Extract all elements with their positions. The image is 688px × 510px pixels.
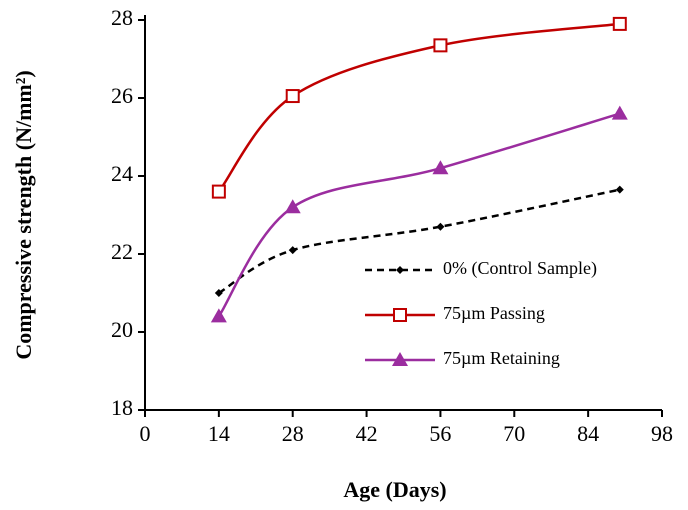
x-tick-label: 84 — [577, 421, 599, 446]
legend-label: 75µm Retaining — [443, 348, 560, 368]
y-tick-label: 24 — [111, 161, 133, 186]
data-point — [288, 246, 297, 255]
data-point — [284, 199, 301, 214]
data-point — [285, 89, 300, 104]
y-tick-label: 18 — [111, 395, 133, 420]
legend-label: 75µm Passing — [443, 303, 545, 323]
data-point — [611, 105, 628, 120]
y-tick-label: 20 — [111, 317, 133, 342]
x-tick-label: 70 — [503, 421, 525, 446]
x-tick-label: 0 — [140, 421, 151, 446]
legend-marker — [392, 352, 408, 366]
data-point — [214, 289, 223, 297]
series-line — [217, 112, 621, 318]
y-tick-label: 26 — [111, 83, 133, 108]
x-tick-label: 56 — [429, 421, 451, 446]
y-tick-label: 28 — [111, 5, 133, 30]
data-point — [436, 222, 445, 231]
y-tick-label: 22 — [111, 239, 133, 264]
data-point — [612, 16, 627, 31]
series-line — [218, 188, 621, 295]
legend-label: 0% (Control Sample) — [443, 258, 597, 279]
x-tick-label: 98 — [651, 421, 673, 446]
x-axis-title: Age (Days) — [343, 477, 446, 502]
data-point — [433, 38, 448, 53]
legend-marker — [396, 266, 404, 274]
x-tick-label: 14 — [208, 421, 230, 446]
data-point — [210, 308, 227, 323]
data-point — [211, 184, 226, 199]
x-tick-label: 42 — [356, 421, 378, 446]
series-line — [217, 22, 620, 193]
x-tick-label: 28 — [282, 421, 304, 446]
legend-marker — [393, 308, 407, 322]
data-point — [615, 185, 624, 194]
data-point — [432, 160, 449, 175]
y-axis-title: Compressive strength (N/mm²) — [11, 70, 36, 359]
